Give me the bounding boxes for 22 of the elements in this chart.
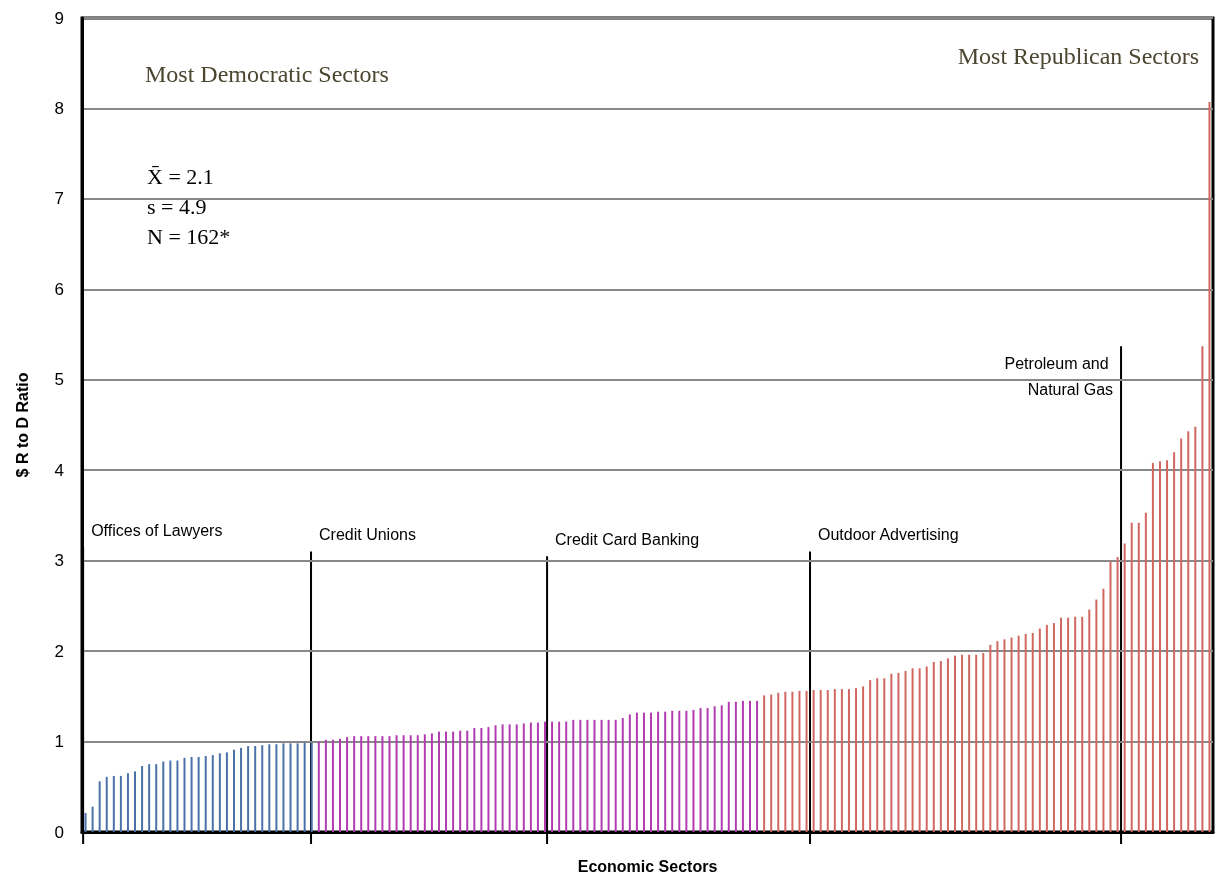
annotation: N = 162* bbox=[147, 223, 231, 249]
y-tick-label: 7 bbox=[54, 189, 64, 209]
annotation: Credit Unions bbox=[319, 526, 416, 544]
y-tick-label: 8 bbox=[54, 98, 64, 118]
y-tick-label: 3 bbox=[54, 551, 64, 571]
y-tick-label: 9 bbox=[54, 8, 64, 28]
y-tick-label: 6 bbox=[54, 279, 64, 299]
y-tick-label: 0 bbox=[54, 822, 64, 842]
y-axis-title: $ R to D Ratio bbox=[13, 372, 31, 478]
annotation: Most Republican Sectors bbox=[957, 43, 1200, 69]
annotation: Petroleum and Natural Gas bbox=[1004, 354, 1114, 398]
y-tick-label: 4 bbox=[54, 460, 64, 480]
annotation: s = 4.9 bbox=[147, 193, 207, 219]
y-tick-label: 2 bbox=[54, 641, 64, 661]
annotation: Offices of Lawyers bbox=[91, 521, 223, 539]
annotation: Most Democratic Sectors bbox=[145, 61, 389, 87]
y-tick-label: 5 bbox=[54, 370, 64, 390]
annotation: X̄ = 2.1 bbox=[147, 163, 214, 189]
x-axis-title: Economic Sectors bbox=[577, 857, 718, 875]
annotation: Credit Card Banking bbox=[555, 530, 700, 548]
annotation: Outdoor Advertising bbox=[818, 526, 959, 544]
y-tick-label: 1 bbox=[54, 732, 64, 752]
